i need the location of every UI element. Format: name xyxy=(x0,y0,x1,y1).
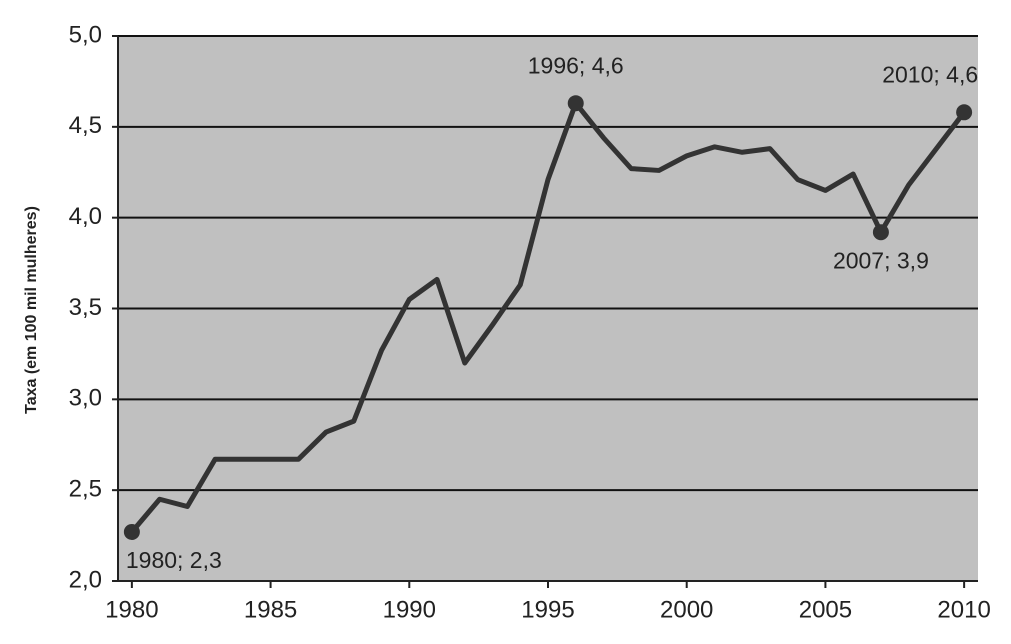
point-label: 2007; 3,9 xyxy=(833,247,929,273)
y-tick-label: 5,0 xyxy=(69,21,102,48)
point-marker xyxy=(872,224,889,241)
point-label: 1980; 2,3 xyxy=(126,547,222,573)
y-tick-label: 3,5 xyxy=(69,294,102,321)
x-tick-label: 1995 xyxy=(521,596,574,623)
y-tick-label: 4,0 xyxy=(69,203,102,230)
x-tick-label: 1990 xyxy=(383,596,436,623)
y-tick-label: 4,5 xyxy=(69,112,102,139)
x-tick-label: 2000 xyxy=(660,596,713,623)
y-tick-label: 2,0 xyxy=(69,566,102,593)
x-tick-label: 2010 xyxy=(937,596,990,623)
x-tick-label: 1985 xyxy=(244,596,297,623)
point-label: 1996; 4,6 xyxy=(528,52,624,78)
point-marker xyxy=(123,523,140,540)
y-tick-label: 2,5 xyxy=(69,476,102,503)
x-tick-label: 2005 xyxy=(799,596,852,623)
line xyxy=(129,100,967,534)
point-marker xyxy=(567,95,584,112)
point-marker xyxy=(956,104,973,121)
point-label: 2010; 4,6 xyxy=(882,61,978,87)
x-tick-label: 1980 xyxy=(105,596,158,623)
y-axis-label: Taxa (em 100 mil mulheres) xyxy=(23,206,40,414)
y-tick-label: 3,0 xyxy=(69,385,102,412)
